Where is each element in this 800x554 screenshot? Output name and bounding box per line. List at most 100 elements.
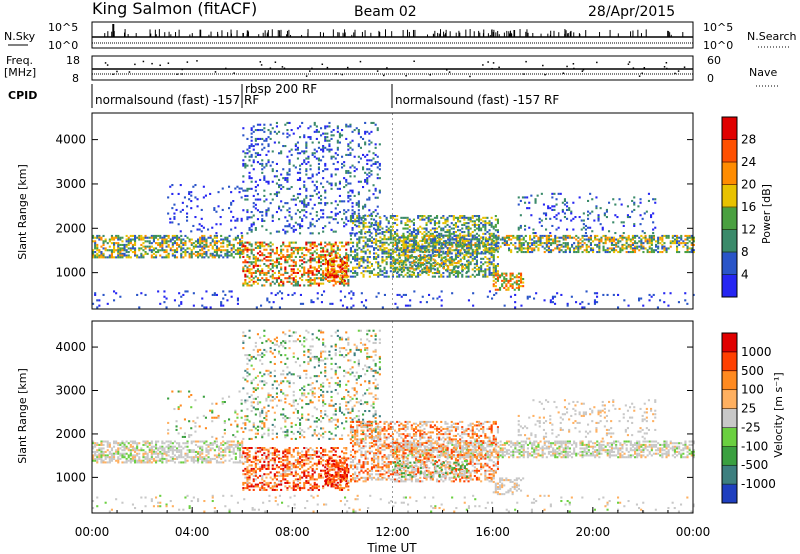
range-gate-cell: [467, 232, 470, 235]
range-gate-cell: [209, 236, 212, 239]
freq-dot: [566, 65, 568, 68]
range-gate-cell: [486, 238, 489, 241]
freq-dot: [341, 73, 344, 76]
range-gate-cell: [402, 216, 405, 219]
range-gate-cell: [459, 249, 462, 252]
range-gate-cell: [543, 247, 546, 250]
range-gate-cell: [638, 245, 641, 248]
range-gate-cell: [446, 270, 449, 273]
range-gate-cell: [631, 247, 634, 250]
range-gate-cell: [246, 209, 249, 212]
range-gate-cell: [322, 186, 325, 189]
range-gate-cell: [450, 261, 453, 264]
range-gate-cell: [655, 249, 658, 252]
range-gate-cell: [442, 263, 445, 266]
range-gate-cell: [115, 236, 118, 239]
range-gate-cell: [315, 211, 318, 214]
range-gate-cell: [110, 447, 113, 450]
range-gate-cell: [299, 284, 302, 287]
range-gate-cell: [320, 279, 323, 282]
range-gate-cell: [265, 255, 268, 258]
range-gate-cell: [201, 245, 204, 248]
range-gate-cell: [311, 180, 314, 183]
range-gate-cell: [317, 266, 320, 269]
range-gate-cell: [254, 263, 257, 266]
range-gate-cell: [248, 284, 251, 287]
range-gate-cell: [228, 243, 231, 246]
range-gate-cell: [359, 157, 362, 160]
range-gate-cell: [594, 238, 597, 241]
range-gate-cell: [659, 238, 662, 241]
range-gate-cell: [461, 227, 464, 230]
range-gate-cell: [320, 282, 323, 285]
range-gate-cell: [494, 270, 497, 273]
range-gate-cell: [454, 248, 457, 251]
range-gate-cell: [610, 249, 613, 252]
range-gate-cell: [496, 250, 499, 253]
range-gate-cell: [626, 216, 629, 219]
range-gate-cell: [110, 242, 113, 245]
range-gate-cell: [296, 280, 299, 283]
range-gate-cell: [102, 256, 105, 259]
range-gate-cell: [275, 279, 278, 282]
range-gate-cell: [286, 225, 289, 228]
range-gate-cell: [362, 250, 365, 253]
range-gate-cell: [215, 247, 218, 250]
range-gate-cell: [347, 241, 350, 244]
range-gate-cell: [117, 245, 120, 248]
range-gate-cell: [445, 260, 448, 263]
range-gate-cell: [545, 212, 548, 215]
range-gate-cell: [252, 254, 255, 257]
range-gate-cell: [421, 263, 424, 266]
range-gate-cell: [396, 232, 399, 235]
freq-dot: [104, 62, 107, 64]
range-gate-cell: [389, 248, 392, 251]
range-gate-cell: [324, 241, 327, 244]
range-gate-cell: [488, 266, 491, 269]
range-gate-cell: [381, 232, 384, 235]
range-gate-cell: [530, 214, 533, 217]
range-gate-cell: [412, 261, 415, 264]
range-gate-cell: [375, 239, 378, 242]
range-gate-cell: [494, 223, 497, 226]
range-gate-cell: [482, 241, 485, 244]
range-gate-cell: [100, 454, 103, 457]
range-gate-cell: [438, 272, 441, 275]
range-gate-cell: [478, 243, 481, 246]
range-gate-cell: [364, 231, 367, 234]
range-gate-cell: [261, 245, 264, 248]
range-gate-cell: [167, 240, 170, 243]
range-gate-cell: [555, 203, 558, 206]
freq-dot: [525, 60, 527, 63]
range-gate-cell: [640, 238, 643, 241]
range-gate-cell: [475, 227, 478, 230]
range-gate-cell: [526, 196, 529, 199]
range-gate-cell: [517, 279, 520, 282]
range-gate-cell: [239, 247, 242, 250]
range-gate-cell: [419, 247, 422, 250]
range-gate-cell: [242, 248, 245, 251]
range-gate-cell: [123, 461, 126, 464]
range-gate-cell: [459, 238, 462, 241]
range-gate-cell: [432, 297, 435, 300]
range-gate-cell: [180, 256, 183, 259]
range-gate-cell: [409, 263, 412, 266]
range-gate-cell: [457, 273, 460, 276]
range-gate-cell: [299, 136, 302, 139]
range-gate-cell: [432, 247, 435, 250]
range-gate-cell: [541, 242, 544, 245]
range-gate-cell: [595, 207, 598, 210]
range-gate-cell: [430, 267, 433, 270]
range-gate-cell: [192, 224, 195, 227]
range-gate-cell: [602, 242, 605, 245]
range-gate-cell: [244, 275, 247, 278]
range-gate-cell: [127, 251, 130, 254]
range-gate-cell: [427, 216, 430, 219]
range-gate-cell: [292, 261, 295, 264]
range-gate-cell: [419, 250, 422, 253]
range-gate-cell: [186, 247, 189, 250]
range-gate-cell: [134, 449, 137, 452]
range-gate-cell: [612, 293, 615, 296]
range-gate-cell: [598, 247, 601, 250]
range-gate-cell: [423, 218, 426, 221]
